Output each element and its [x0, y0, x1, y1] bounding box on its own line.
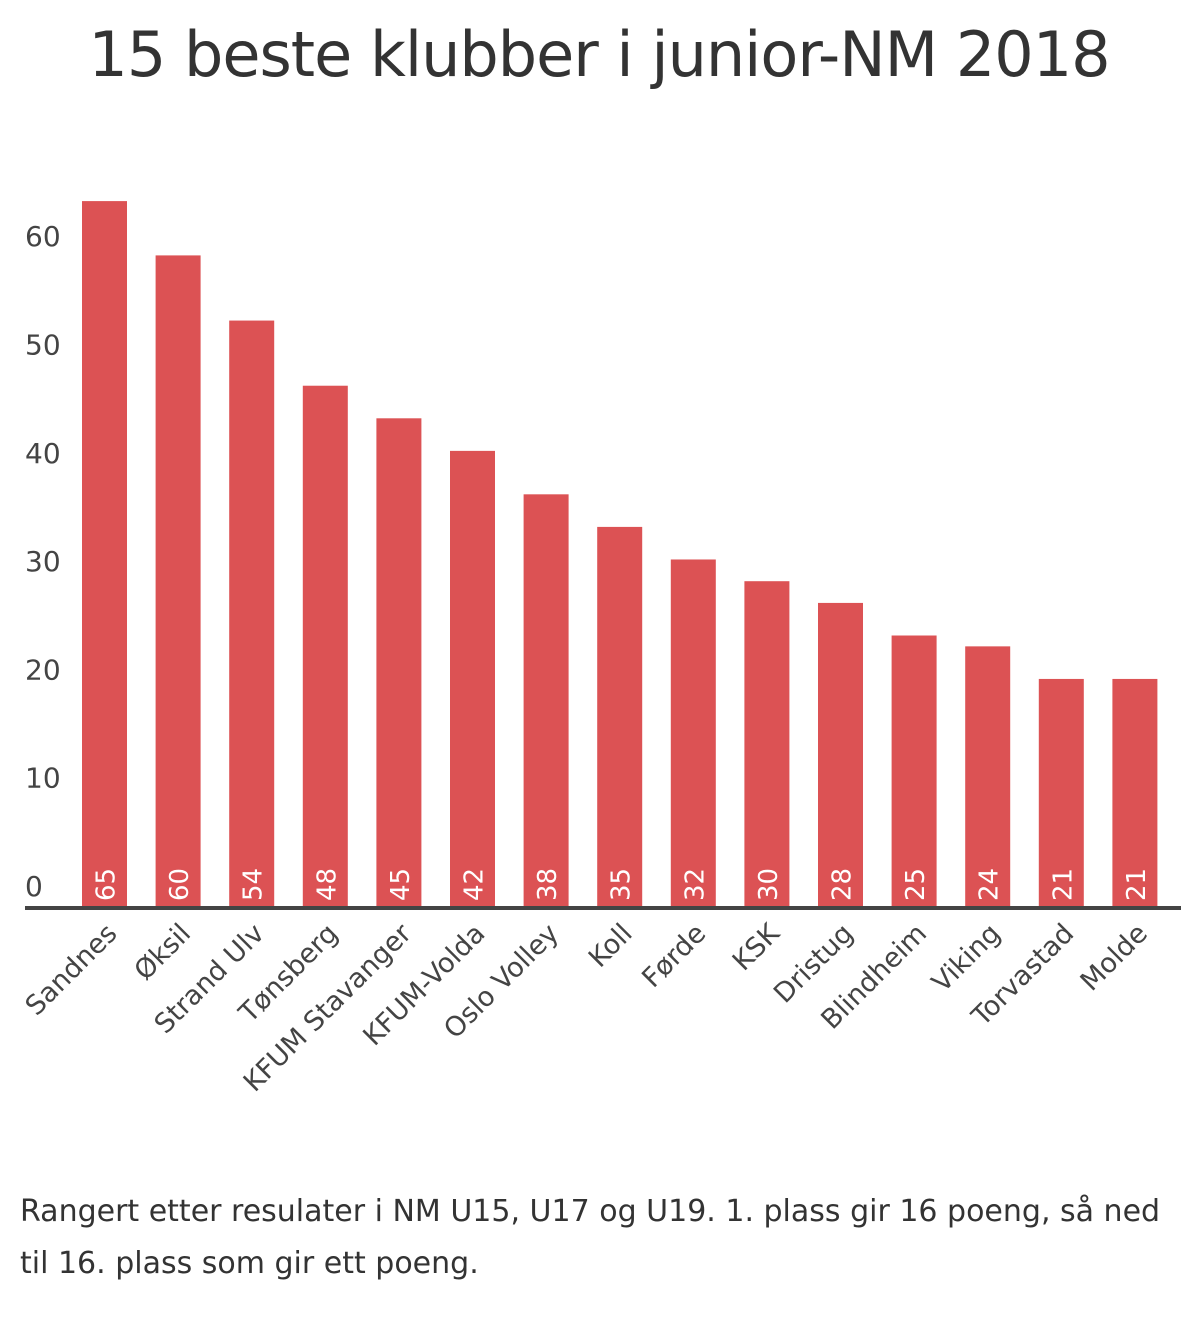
x-tick-label: Førde: [636, 918, 712, 994]
x-tick-label: KSK: [727, 917, 787, 977]
bar-value-label: 35: [607, 868, 637, 901]
bar-value-label: 38: [533, 868, 563, 901]
y-tick-label: 0: [25, 870, 43, 903]
bar: [1112, 678, 1158, 907]
bar-value-label: 54: [239, 868, 269, 901]
bar-value-label: 42: [460, 868, 490, 901]
bar: [965, 646, 1011, 907]
bar-value-label: 48: [312, 868, 342, 901]
y-tick-label: 10: [25, 762, 61, 795]
chart-title: 15 beste klubber i junior-NM 2018: [88, 18, 1110, 91]
bar-value-label: 32: [680, 868, 710, 901]
bar: [744, 581, 790, 907]
y-tick-label: 20: [25, 653, 61, 686]
bar-value-label: 65: [92, 868, 122, 901]
y-tick-label: 30: [25, 545, 61, 578]
bar-value-label: 21: [1122, 868, 1152, 901]
bar: [818, 602, 863, 907]
bar: [302, 385, 348, 908]
bar: [891, 635, 937, 907]
x-tick-label: Molde: [1075, 918, 1154, 997]
bar-value-label: 60: [165, 868, 195, 901]
x-tick-label: Øksil: [128, 918, 197, 987]
bar-value-label: 45: [386, 868, 416, 901]
bar-value-label: 28: [828, 868, 858, 901]
bar-value-label: 25: [901, 868, 931, 901]
bar: [376, 418, 422, 907]
bar-value-label: 24: [975, 868, 1005, 901]
y-tick-label: 40: [25, 437, 61, 470]
y-tick-label: 60: [25, 220, 61, 253]
bar: [229, 320, 275, 907]
bar: [523, 494, 569, 907]
x-tick-label: Koll: [583, 918, 639, 974]
chart-note: Rangert etter resulater i NM U15, U17 og…: [20, 1194, 1161, 1281]
bar: [670, 559, 716, 907]
bar: [450, 450, 495, 907]
bar-value-label: 30: [754, 868, 784, 901]
bar-value-label: 21: [1048, 868, 1078, 901]
x-axis-baseline: [25, 906, 1181, 910]
bar: [155, 255, 201, 907]
bar: [597, 526, 643, 907]
bar: [82, 201, 127, 908]
y-tick-label: 50: [25, 329, 61, 362]
bar: [1038, 678, 1084, 907]
x-tick-label: Sandnes: [20, 918, 124, 1022]
